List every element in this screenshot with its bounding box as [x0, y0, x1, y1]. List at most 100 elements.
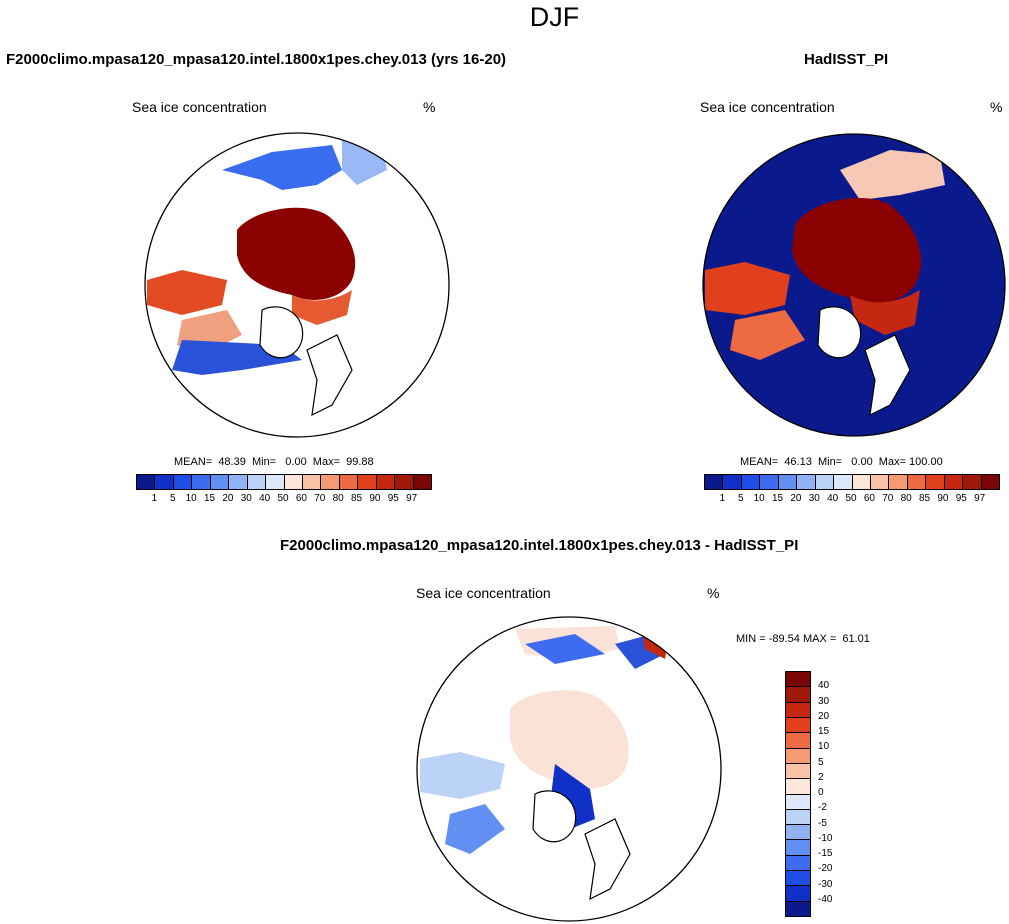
colorbar-swatch [786, 672, 810, 688]
obs-ice-core [792, 197, 921, 304]
colorbar-swatch [981, 475, 999, 489]
figure-title: DJF [529, 2, 580, 32]
colorbar-swatch [834, 475, 853, 489]
colorbar-swatch [786, 717, 810, 734]
colorbar-tick-label: 20 [222, 493, 234, 504]
colorbar-tick-label: -30 [818, 878, 833, 890]
colorbar-swatch [815, 475, 835, 489]
colorbar-tick-label: 15 [818, 726, 830, 737]
colorbar-tick-label: 90 [937, 493, 949, 504]
model-colorbar-ticks: 1 5 10 15 20 30 40 50 60 70 80 85 90 95 97 [136, 493, 430, 507]
obs-colorbar [704, 474, 1000, 490]
colorbar-tick-label: 1 [151, 493, 158, 504]
colorbar-tick-label: 90 [369, 493, 381, 504]
colorbar-tick-label: 50 [277, 493, 289, 504]
colorbar-tick-label: 50 [845, 493, 857, 504]
colorbar-swatch [376, 475, 396, 489]
colorbar-swatch [192, 475, 211, 489]
colorbar-tick-label: 15 [771, 493, 784, 504]
model-scandinavia [306, 334, 353, 417]
colorbar-swatch [358, 475, 377, 489]
model-units-label: % [423, 99, 436, 115]
obs-variable-label: Sea ice concentration [700, 99, 835, 115]
colorbar-tick-label: 85 [918, 493, 931, 504]
diff-greenland [532, 790, 577, 843]
colorbar-swatch [778, 475, 798, 489]
colorbar-swatch [741, 475, 761, 489]
colorbar-tick-label: 97 [974, 493, 986, 504]
colorbar-tick-label: 2 [818, 771, 824, 783]
colorbar-swatch [786, 840, 810, 856]
obs-ice-bering [840, 150, 945, 200]
colorbar-swatch [786, 763, 810, 780]
colorbar-swatch [155, 475, 174, 489]
colorbar-tick-label: 5 [169, 493, 176, 504]
colorbar-swatch [786, 748, 810, 764]
colorbar-swatch [926, 475, 945, 489]
colorbar-tick-label: 95 [955, 493, 967, 504]
colorbar-tick-label: 20 [790, 493, 802, 504]
model-ice-barents [292, 290, 352, 325]
diff-hudson [420, 752, 505, 799]
colorbar-swatch [786, 901, 810, 916]
colorbar-tick-label: 80 [900, 493, 912, 504]
obs-greenland [817, 306, 862, 359]
colorbar-swatch [786, 794, 810, 810]
colorbar-swatch [339, 475, 359, 489]
colorbar-swatch [321, 475, 340, 489]
colorbar-swatch [302, 475, 322, 489]
diff-colorbar-ticks: 40 30 20 15 10 5 2 0 -2 -5 -10 -15 -20 -30 -40 [818, 671, 858, 915]
colorbar-tick-label: 10 [185, 493, 197, 504]
colorbar-tick-label: 97 [406, 493, 418, 504]
colorbar-tick-label: 70 [314, 493, 326, 504]
colorbar-swatch [907, 475, 927, 489]
colorbar-swatch [266, 475, 285, 489]
colorbar-swatch [786, 733, 810, 749]
colorbar-swatch [852, 475, 871, 489]
colorbar-swatch [173, 475, 193, 489]
diff-core-small [510, 690, 629, 789]
model-ice-edge-pacific [222, 145, 342, 190]
colorbar-swatch [786, 687, 810, 703]
colorbar-swatch [889, 475, 908, 489]
colorbar-tick-label: 0 [818, 787, 824, 798]
colorbar-tick-label: 5 [818, 756, 824, 768]
colorbar-tick-label: 20 [818, 710, 830, 722]
colorbar-swatch [229, 475, 248, 489]
colorbar-tick-label: 1 [719, 493, 726, 504]
colorbar-swatch [413, 475, 431, 489]
colorbar-swatch [870, 475, 890, 489]
diff-polar-map [416, 616, 722, 922]
colorbar-swatch [786, 886, 810, 902]
colorbar-swatch [797, 475, 816, 489]
colorbar-swatch [705, 475, 724, 489]
colorbar-tick-label: 60 [863, 493, 875, 504]
model-ice-hudson [147, 270, 227, 315]
obs-units-label: % [990, 99, 1003, 115]
colorbar-tick-label: -15 [818, 848, 833, 859]
colorbar-tick-label: 40 [259, 493, 271, 504]
obs-colorbar-ticks: 1 5 10 15 20 30 40 50 60 70 80 85 90 95 97 [704, 493, 998, 507]
diff-variable-label: Sea ice concentration [416, 585, 551, 601]
colorbar-tick-label: 60 [295, 493, 307, 504]
colorbar-swatch [284, 475, 303, 489]
colorbar-tick-label: 15 [203, 493, 216, 504]
colorbar-tick-label: -10 [818, 832, 833, 844]
model-ice-core [237, 207, 356, 300]
colorbar-tick-label: 70 [882, 493, 894, 504]
colorbar-tick-label: 30 [240, 493, 252, 504]
diff-panel-title: F2000climo.mpasa120_mpasa120.intel.1800x… [280, 537, 799, 554]
colorbar-swatch [210, 475, 230, 489]
obs-ice-labrador [730, 310, 805, 360]
obs-scandinavia [864, 334, 911, 417]
colorbar-swatch [786, 809, 810, 826]
colorbar-swatch [786, 871, 810, 887]
colorbar-tick-label: 40 [827, 493, 839, 504]
colorbar-tick-label: 30 [808, 493, 820, 504]
colorbar-swatch [786, 779, 810, 795]
colorbar-swatch [395, 475, 414, 489]
model-colorbar [136, 474, 432, 490]
colorbar-swatch [786, 825, 810, 841]
colorbar-swatch [786, 855, 810, 872]
colorbar-tick-label: 95 [387, 493, 399, 504]
